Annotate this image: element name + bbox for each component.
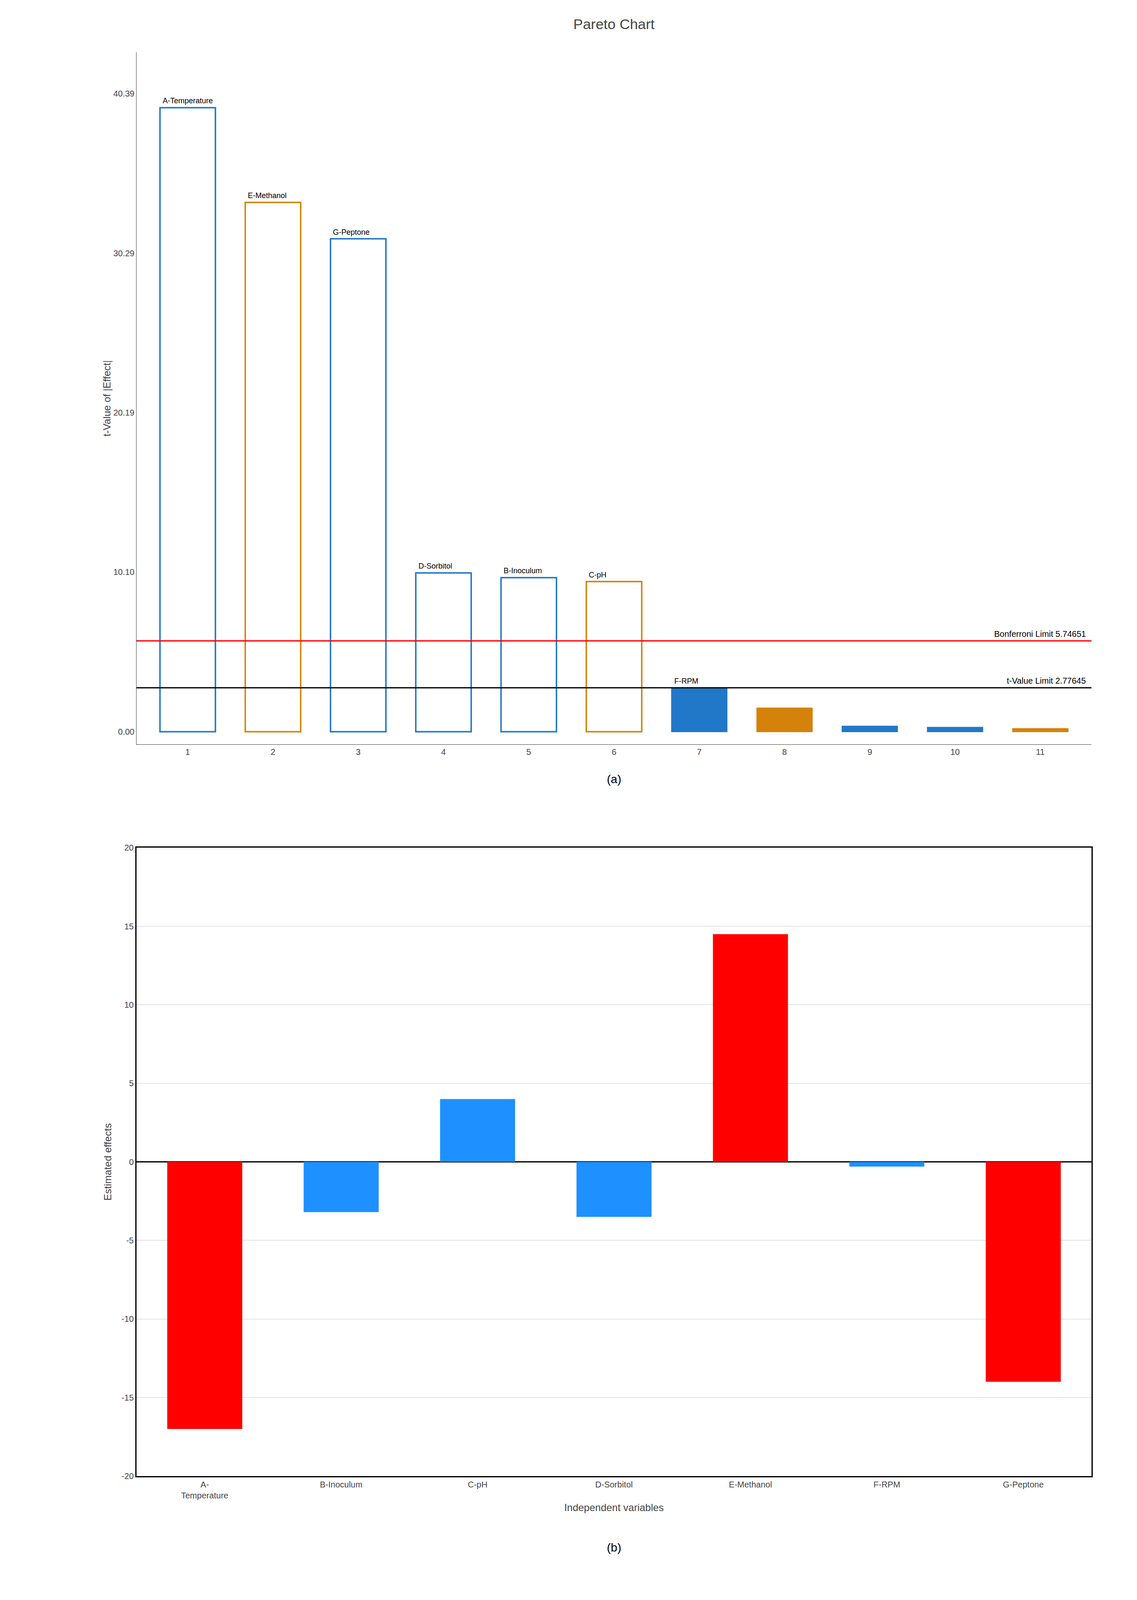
svg-text:0: 0 (128, 1157, 134, 1167)
svg-text:5: 5 (526, 747, 531, 757)
svg-text:30.29: 30.29 (113, 248, 135, 258)
svg-text:-15: -15 (121, 1392, 134, 1403)
svg-text:10: 10 (950, 747, 960, 757)
svg-text:B-Inoculum: B-Inoculum (503, 566, 542, 575)
svg-text:2: 2 (270, 747, 276, 757)
svg-text:Independent variables: Independent variables (564, 1501, 664, 1513)
svg-text:15: 15 (124, 921, 134, 931)
svg-text:E-Methanol: E-Methanol (729, 1479, 773, 1489)
svg-text:D-Sorbitol: D-Sorbitol (418, 561, 453, 571)
svg-text:A-Temperature: A-Temperature (181, 1479, 229, 1500)
svg-text:8: 8 (782, 747, 787, 757)
svg-text:(a): (a) (606, 772, 622, 786)
svg-text:E-Methanol: E-Methanol (247, 191, 287, 200)
svg-text:40.39: 40.39 (113, 88, 135, 99)
svg-text:C-pH: C-pH (588, 570, 607, 580)
svg-text:F-RPM: F-RPM (873, 1479, 901, 1489)
svg-text:(b): (b) (606, 1540, 622, 1554)
svg-text:D-Sorbitol: D-Sorbitol (595, 1479, 633, 1489)
svg-text:-20: -20 (121, 1471, 134, 1481)
svg-text:t-Value Limit 2.77645: t-Value Limit 2.77645 (1006, 675, 1087, 686)
svg-text:11: 11 (1035, 747, 1045, 757)
svg-text:-10: -10 (121, 1313, 134, 1324)
svg-text:1: 1 (185, 747, 191, 757)
svg-text:6: 6 (611, 747, 617, 757)
svg-text:5: 5 (128, 1078, 134, 1088)
svg-text:F-RPM: F-RPM (674, 676, 699, 686)
svg-text:0.00: 0.00 (117, 726, 135, 737)
svg-text:t-Value of |Effect|: t-Value of |Effect| (101, 360, 113, 437)
svg-text:20: 20 (124, 842, 134, 853)
svg-text:4: 4 (441, 747, 446, 757)
svg-text:3: 3 (355, 747, 361, 757)
svg-text:C-pH: C-pH (467, 1479, 488, 1489)
svg-text:7: 7 (697, 747, 702, 757)
svg-text:10: 10 (124, 1000, 134, 1010)
svg-text:-5: -5 (126, 1235, 134, 1245)
svg-text:9: 9 (867, 747, 872, 757)
svg-text:10.10: 10.10 (113, 567, 135, 577)
svg-text:G-Peptone: G-Peptone (332, 227, 370, 237)
svg-text:A-Temperature: A-Temperature (162, 96, 213, 105)
svg-text:Bonferroni Limit 5.74651: Bonferroni Limit 5.74651 (994, 629, 1087, 639)
svg-text:G-Peptone: G-Peptone (1002, 1479, 1044, 1489)
svg-text:20.19: 20.19 (113, 407, 135, 418)
svg-text:B-Inoculum: B-Inoculum (319, 1479, 363, 1489)
svg-text:Pareto Chart: Pareto Chart (573, 16, 655, 33)
svg-text:Estimated effects: Estimated effects (102, 1123, 114, 1201)
